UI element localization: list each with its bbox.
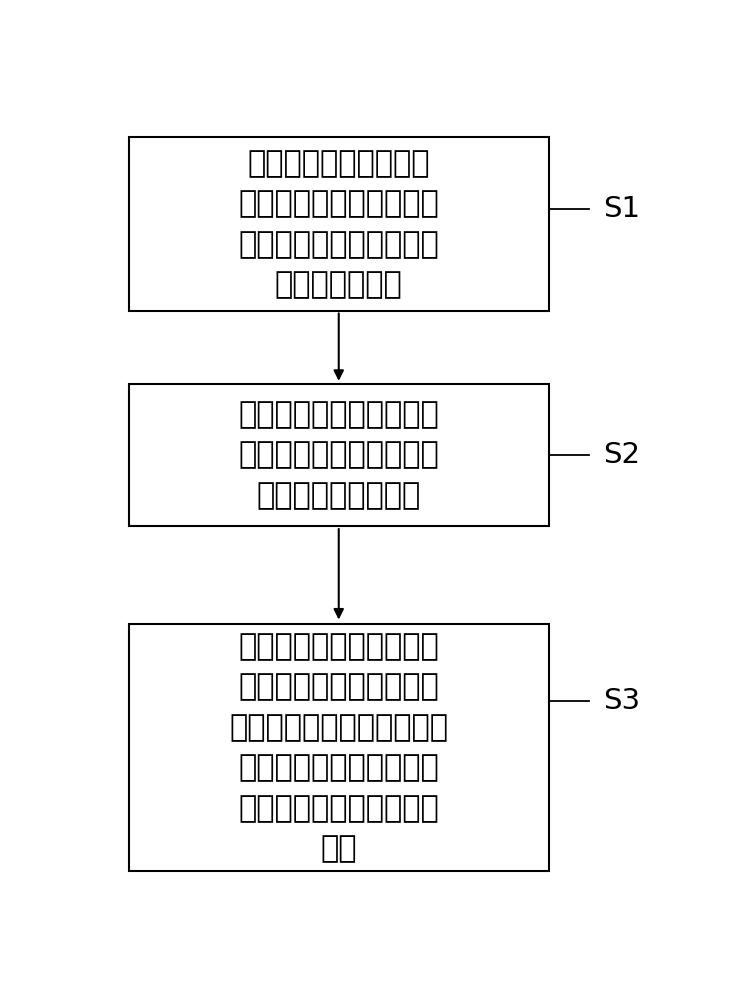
- FancyBboxPatch shape: [128, 384, 549, 526]
- Text: 在流量模型基础上建立泵
效率的数学模型，得到氢
气循环泵的功率消耗: 在流量模型基础上建立泵 效率的数学模型，得到氢 气循环泵的功率消耗: [238, 400, 439, 510]
- Text: S1: S1: [603, 195, 640, 223]
- Text: S3: S3: [603, 687, 640, 715]
- Text: 基于上述流量模型和效率
模型对不同进气压力下的
氢气循环泵进行模拟预测，
并对比实验结果，以验证
模型的准确性和方法的可
行性: 基于上述流量模型和效率 模型对不同进气压力下的 氢气循环泵进行模拟预测， 并对比…: [229, 632, 449, 863]
- FancyBboxPatch shape: [128, 624, 549, 871]
- Text: 在实测数据的基础上建
立氢气循环泵出口流量与
进出口压力、进口温度、
转速的数学模型: 在实测数据的基础上建 立氢气循环泵出口流量与 进出口压力、进口温度、 转速的数学…: [238, 149, 439, 299]
- Text: S2: S2: [603, 441, 640, 469]
- FancyBboxPatch shape: [128, 137, 549, 311]
